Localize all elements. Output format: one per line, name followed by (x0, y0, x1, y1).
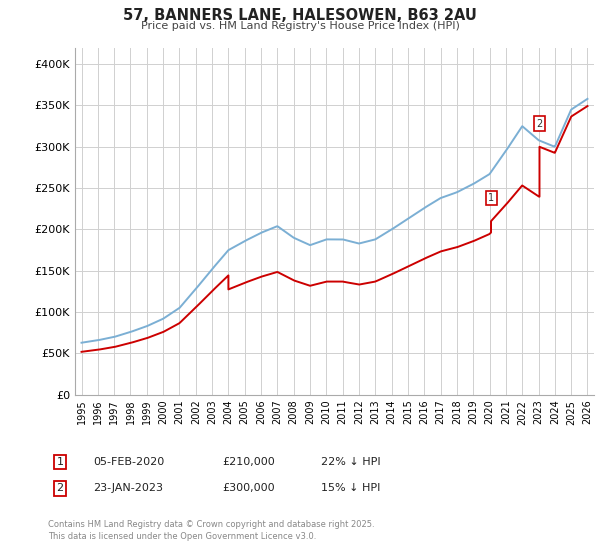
Text: 05-FEB-2020: 05-FEB-2020 (93, 457, 164, 467)
Text: 22% ↓ HPI: 22% ↓ HPI (321, 457, 380, 467)
Text: £210,000: £210,000 (222, 457, 275, 467)
Text: 1: 1 (56, 457, 64, 467)
Text: 1: 1 (488, 193, 494, 203)
Text: Contains HM Land Registry data © Crown copyright and database right 2025.
This d: Contains HM Land Registry data © Crown c… (48, 520, 374, 542)
Text: 57, BANNERS LANE, HALESOWEN, B63 2AU: 57, BANNERS LANE, HALESOWEN, B63 2AU (123, 8, 477, 24)
Text: £300,000: £300,000 (222, 483, 275, 493)
Text: 15% ↓ HPI: 15% ↓ HPI (321, 483, 380, 493)
Text: 2: 2 (536, 119, 542, 129)
Text: 2: 2 (56, 483, 64, 493)
Text: Price paid vs. HM Land Registry's House Price Index (HPI): Price paid vs. HM Land Registry's House … (140, 21, 460, 31)
Text: 23-JAN-2023: 23-JAN-2023 (93, 483, 163, 493)
